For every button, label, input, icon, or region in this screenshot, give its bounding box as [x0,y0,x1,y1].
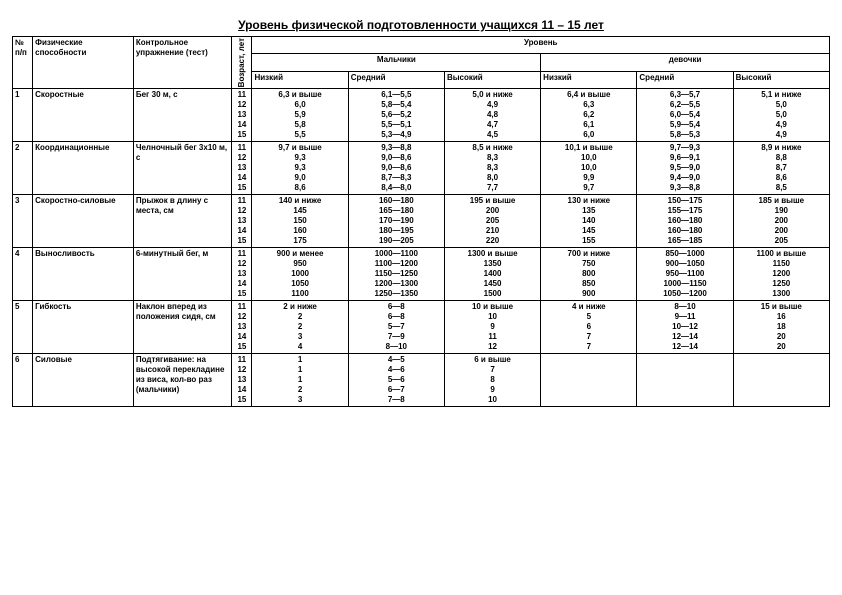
cell: 4 [13,248,33,301]
cell: Гибкость [33,301,134,354]
cell: 1 [13,89,33,142]
cell [541,354,637,407]
cell: Челночный бег 3x10 м, с [133,142,231,195]
cell: Скоростно-силовые [33,195,134,248]
cell: 4—54—65—66—77—8 [348,354,444,407]
cell: 5,0 и ниже4,94,84,74,5 [444,89,540,142]
cell: 8,5 и ниже8,38,38,07,7 [444,142,540,195]
cell: 140 и ниже145150160175 [252,195,348,248]
cell: Наклон вперед из положения сидя, см [133,301,231,354]
cell: 6 и выше78910 [444,354,540,407]
cell: Скоростные [33,89,134,142]
col-boys-mid: Средний [348,71,444,88]
col-girls-mid: Средний [637,71,733,88]
cell: 1112131415 [232,89,252,142]
cell: 6,3 и выше6,05,95,85,5 [252,89,348,142]
cell: 8—109—1110—1212—1412—14 [637,301,733,354]
cell: 185 и выше190200200205 [733,195,829,248]
col-num: № п/п [13,37,33,89]
cell: 1000—11001100—12001150—12501200—13001250… [348,248,444,301]
cell: 130 и ниже135140145155 [541,195,637,248]
cell: 10 и выше1091112 [444,301,540,354]
cell: 1112131415 [232,142,252,195]
cell: 11123 [252,354,348,407]
cell: 1112131415 [232,195,252,248]
col-test: Контрольное упражнение (тест) [133,37,231,89]
col-level: Уровень [252,37,830,54]
table-row: 2КоординационныеЧелночный бег 3x10 м, с1… [13,142,830,195]
cell [637,354,733,407]
col-girls-high: Высокий [733,71,829,88]
cell: 5 [13,301,33,354]
cell: 6,4 и выше6,36,26,16,0 [541,89,637,142]
table-row: 1СкоростныеБег 30 м, с11121314156,3 и вы… [13,89,830,142]
fitness-table: № п/п Физические способности Контрольное… [12,36,830,407]
table-row: 6СиловыеПодтягивание: на высокой перекла… [13,354,830,407]
cell: 900 и менее950100010501100 [252,248,348,301]
col-boys-high: Высокий [444,71,540,88]
cell: 10,1 и выше10,010,09,99,7 [541,142,637,195]
cell: 8,9 и ниже8,88,78,68,5 [733,142,829,195]
cell: 2 и ниже2234 [252,301,348,354]
cell: 15 и выше16182020 [733,301,829,354]
cell: 160—180165—180170—190180—195190—205 [348,195,444,248]
cell: Выносливость [33,248,134,301]
cell: 1112131415 [232,354,252,407]
cell: 9,7—9,39,6—9,19,5—9,09,4—9,09,3—8,8 [637,142,733,195]
table-row: 4Выносливость6-минутный бег, м1112131415… [13,248,830,301]
cell: 1300 и выше1350140014501500 [444,248,540,301]
cell: Подтягивание: на высокой перекладине из … [133,354,231,407]
cell: Силовые [33,354,134,407]
col-girls: девочки [541,54,830,71]
cell: 150—175155—175160—180160—180165—185 [637,195,733,248]
cell: 195 и выше200205210220 [444,195,540,248]
cell: 6-минутный бег, м [133,248,231,301]
cell: 9,7 и выше9,39,39,08,6 [252,142,348,195]
cell: Прыжок в длину с места, см [133,195,231,248]
cell: 6 [13,354,33,407]
cell: 1112131415 [232,301,252,354]
table-row: 3Скоростно-силовыеПрыжок в длину с места… [13,195,830,248]
cell: 9,3—8,89,0—8,69,0—8,68,7—8,38,4—8,0 [348,142,444,195]
cell: 850—1000900—1050950—11001000—11501050—12… [637,248,733,301]
cell: 1100 и выше1150120012501300 [733,248,829,301]
cell: 3 [13,195,33,248]
col-boys: Мальчики [252,54,541,71]
cell [733,354,829,407]
cell: 6,3—5,76,2—5,56,0—5,45,9—5,45,8—5,3 [637,89,733,142]
col-girls-low: Низкий [541,71,637,88]
page-title: Уровень физической подготовленности учащ… [12,18,830,32]
cell: Координационные [33,142,134,195]
cell: 6,1—5,55,8—5,45,6—5,25,5—5,15,3—4,9 [348,89,444,142]
cell: 4 и ниже5677 [541,301,637,354]
cell: Бег 30 м, с [133,89,231,142]
table-row: 5ГибкостьНаклон вперед из положения сидя… [13,301,830,354]
col-age: Возраст, лет [232,37,252,89]
cell: 5,1 и ниже5,05,04,94,9 [733,89,829,142]
cell: 2 [13,142,33,195]
cell: 6—86—85—77—98—10 [348,301,444,354]
cell: 1112131415 [232,248,252,301]
col-ability: Физические способности [33,37,134,89]
cell: 700 и ниже750800850900 [541,248,637,301]
col-boys-low: Низкий [252,71,348,88]
